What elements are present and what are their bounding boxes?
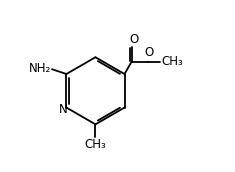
Text: CH₃: CH₃ [85, 138, 106, 151]
Text: NH₂: NH₂ [29, 62, 51, 75]
Text: O: O [129, 33, 139, 46]
Text: N: N [59, 103, 67, 116]
Text: O: O [144, 46, 153, 59]
Text: CH₃: CH₃ [161, 55, 183, 68]
